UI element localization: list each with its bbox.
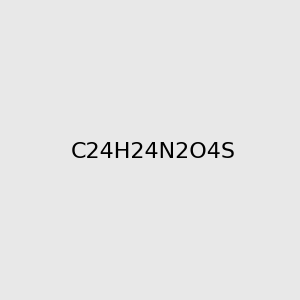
Text: C24H24N2O4S: C24H24N2O4S — [71, 142, 236, 161]
